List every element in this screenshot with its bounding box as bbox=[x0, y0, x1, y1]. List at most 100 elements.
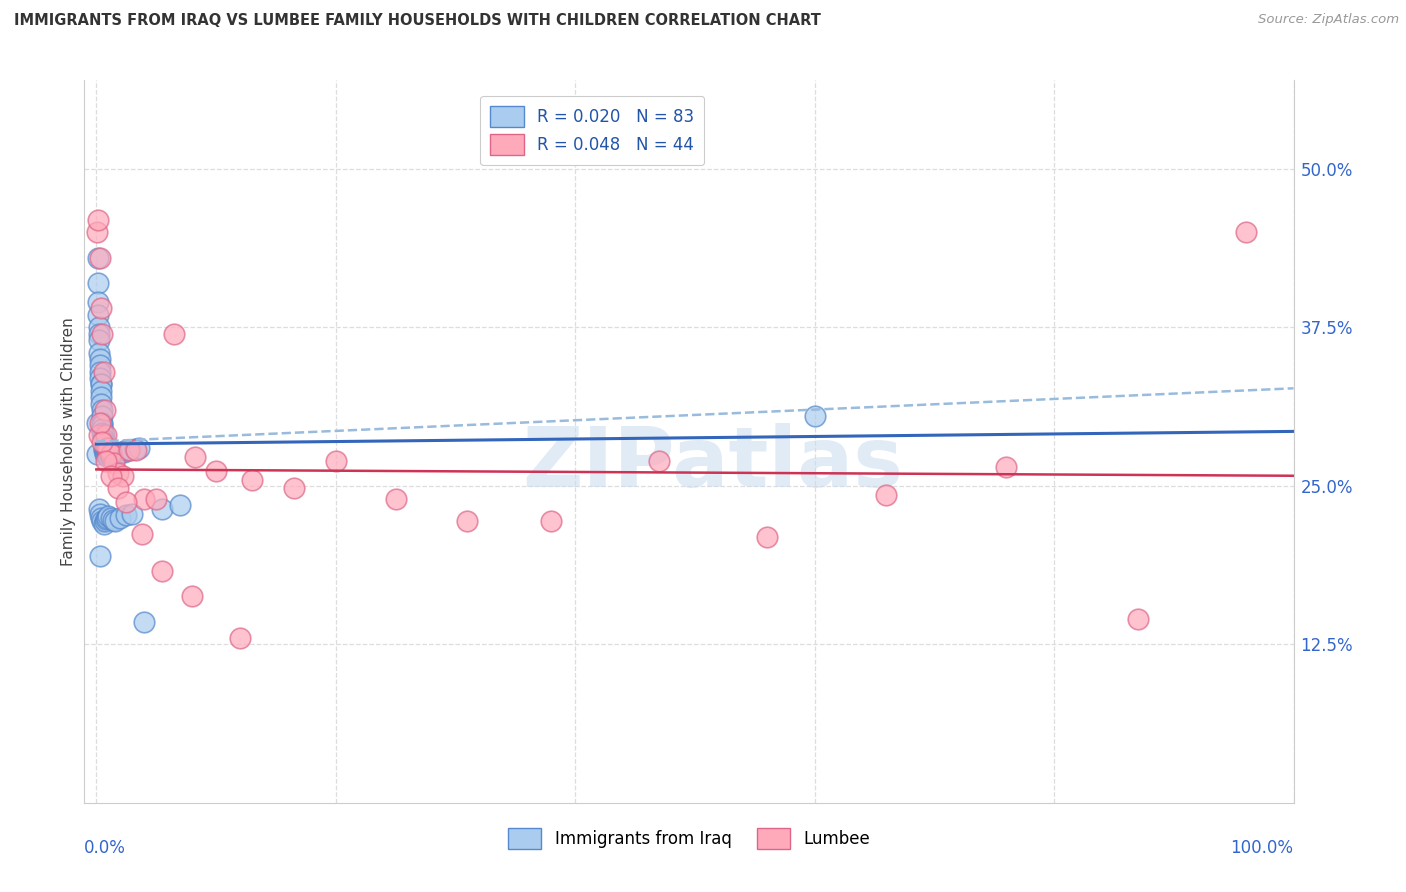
Point bbox=[93, 432, 115, 446]
Point bbox=[875, 488, 897, 502]
Point bbox=[91, 418, 114, 433]
Point bbox=[100, 446, 122, 460]
Point bbox=[93, 443, 115, 458]
Point bbox=[86, 416, 108, 430]
Point bbox=[87, 501, 110, 516]
Point bbox=[97, 446, 120, 460]
Point bbox=[205, 464, 228, 478]
Point bbox=[97, 450, 120, 464]
Point bbox=[283, 482, 305, 496]
Point bbox=[97, 509, 120, 524]
Point bbox=[100, 468, 122, 483]
Point bbox=[91, 422, 114, 436]
Point bbox=[93, 443, 115, 458]
Point bbox=[94, 443, 117, 458]
Point bbox=[100, 510, 122, 524]
Point bbox=[183, 450, 205, 464]
Text: 0.0%: 0.0% bbox=[84, 838, 127, 857]
Point bbox=[101, 447, 124, 461]
Point bbox=[93, 434, 115, 449]
Point bbox=[91, 515, 114, 529]
Point bbox=[124, 442, 146, 457]
Point bbox=[87, 333, 110, 347]
Point bbox=[163, 326, 186, 341]
Point bbox=[86, 251, 108, 265]
Point bbox=[108, 446, 131, 460]
Point bbox=[93, 516, 115, 531]
Point bbox=[93, 365, 115, 379]
Point bbox=[107, 482, 129, 496]
Text: IMMIGRANTS FROM IRAQ VS LUMBEE FAMILY HOUSEHOLDS WITH CHILDREN CORRELATION CHART: IMMIGRANTS FROM IRAQ VS LUMBEE FAMILY HO… bbox=[14, 13, 821, 29]
Point bbox=[134, 491, 156, 506]
Point bbox=[87, 308, 110, 322]
Point bbox=[181, 589, 204, 603]
Point bbox=[98, 449, 121, 463]
Point bbox=[115, 495, 138, 509]
Point bbox=[93, 434, 115, 449]
Point bbox=[90, 384, 112, 398]
Point bbox=[115, 443, 138, 458]
Point bbox=[105, 447, 128, 461]
Point bbox=[995, 459, 1018, 474]
Point bbox=[89, 359, 111, 373]
Point bbox=[125, 443, 148, 458]
Point bbox=[131, 527, 153, 541]
Point bbox=[325, 453, 347, 467]
Point bbox=[90, 301, 112, 316]
Text: Source: ZipAtlas.com: Source: ZipAtlas.com bbox=[1258, 13, 1399, 27]
Point bbox=[86, 226, 108, 240]
Point bbox=[93, 515, 115, 529]
Point bbox=[100, 447, 122, 461]
Point bbox=[97, 443, 120, 458]
Point bbox=[86, 447, 108, 461]
Point bbox=[89, 251, 111, 265]
Point bbox=[91, 326, 114, 341]
Point bbox=[115, 508, 138, 522]
Point bbox=[87, 428, 110, 442]
Point bbox=[93, 438, 115, 452]
Point bbox=[110, 510, 132, 524]
Point bbox=[89, 377, 111, 392]
Point bbox=[145, 491, 167, 506]
Text: 100.0%: 100.0% bbox=[1230, 838, 1294, 857]
Point bbox=[90, 396, 112, 410]
Point bbox=[118, 443, 141, 458]
Point bbox=[94, 453, 117, 467]
Point bbox=[87, 326, 110, 341]
Y-axis label: Family Households with Children: Family Households with Children bbox=[60, 318, 76, 566]
Point bbox=[93, 428, 115, 442]
Point bbox=[803, 409, 825, 424]
Point bbox=[94, 447, 117, 461]
Point bbox=[456, 515, 478, 529]
Point bbox=[89, 371, 111, 385]
Legend: Immigrants from Iraq, Lumbee: Immigrants from Iraq, Lumbee bbox=[498, 818, 880, 860]
Point bbox=[94, 441, 117, 455]
Point bbox=[150, 501, 173, 516]
Point bbox=[90, 510, 112, 524]
Point bbox=[104, 515, 127, 529]
Point bbox=[384, 491, 406, 506]
Point bbox=[87, 295, 110, 310]
Point bbox=[128, 441, 150, 455]
Point bbox=[103, 447, 125, 461]
Point bbox=[755, 530, 778, 544]
Point bbox=[103, 456, 125, 470]
Point bbox=[94, 428, 117, 442]
Point bbox=[93, 441, 115, 455]
Point bbox=[91, 409, 114, 424]
Point bbox=[112, 444, 135, 458]
Point bbox=[86, 212, 108, 227]
Point bbox=[93, 441, 115, 455]
Point bbox=[91, 425, 114, 440]
Point bbox=[110, 444, 132, 458]
Point bbox=[93, 402, 115, 417]
Point bbox=[540, 515, 562, 529]
Point bbox=[90, 390, 112, 404]
Point bbox=[1234, 226, 1257, 240]
Point bbox=[648, 453, 671, 467]
Point bbox=[101, 513, 124, 527]
Point bbox=[96, 447, 118, 461]
Point bbox=[100, 450, 122, 464]
Point bbox=[121, 507, 143, 521]
Point bbox=[1126, 612, 1149, 626]
